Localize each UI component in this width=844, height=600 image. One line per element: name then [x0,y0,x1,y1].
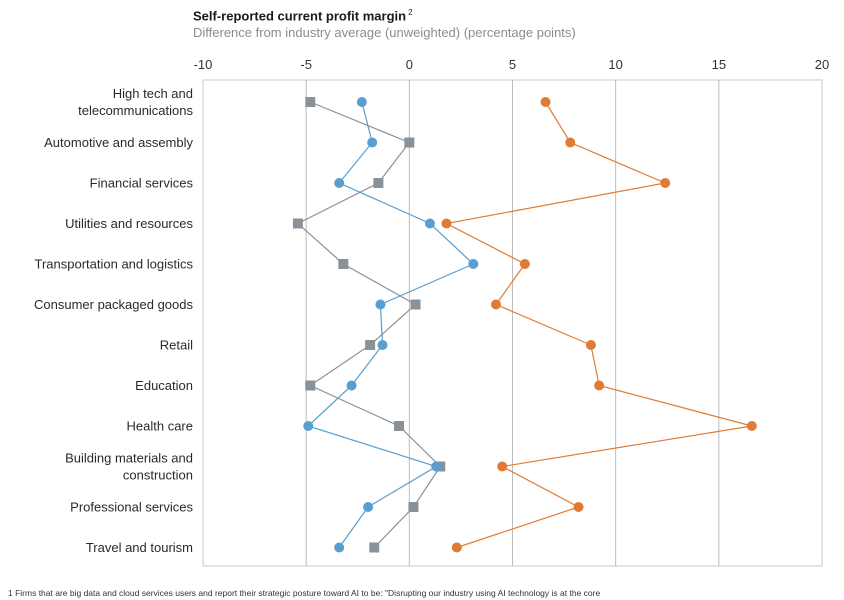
data-point-circle [441,218,452,229]
category-label: telecommunications [78,103,193,118]
data-point-square [365,340,376,350]
chart-title-text: Self-reported current profit margin [193,8,407,24]
data-point-circle [367,137,378,148]
data-point-square [404,137,415,148]
x-tick-label: -10 [194,57,213,72]
category-label: Education [135,378,193,393]
data-point-circle [490,299,501,310]
data-point-circle [468,259,479,269]
data-point-circle [334,542,345,553]
footnote: 1 Firms that are big data and cloud serv… [8,588,601,598]
chart-subtitle: Difference from industry average (unweig… [193,25,576,40]
data-point-circle [497,461,508,472]
data-point-circle [377,340,388,350]
data-point-square [292,218,303,229]
data-point-circle [573,502,584,512]
category-label: Health care [127,419,193,434]
title-superscript: 2 [408,8,413,17]
category-label: Travel and tourism [86,540,193,555]
category-label: Building materials and [65,451,193,466]
data-point-circle [346,380,357,391]
x-tick-label: 15 [712,57,726,72]
series-line [307,101,475,548]
data-point-circle [356,97,367,107]
data-point-circle [431,461,442,472]
data-point-circle [660,178,671,188]
data-point-square [338,259,349,269]
data-point-square [373,178,384,188]
category-label: Professional services [70,500,193,515]
data-point-circle [334,178,345,188]
data-point-square [305,380,316,391]
category-label: Automotive and assembly [44,135,193,150]
series-line [444,101,752,549]
data-point-circle [519,259,530,269]
category-label: Consumer packaged goods [34,297,193,312]
category-label: High tech and [113,86,193,101]
data-point-square [410,299,421,310]
x-tick-label: 5 [509,57,516,72]
data-point-circle [540,97,551,107]
category-label: Retail [160,338,193,353]
series-line [296,101,442,548]
data-point-circle [594,380,605,391]
data-point-circle [451,542,462,553]
data-point-circle [303,421,314,431]
category-label: Utilities and resources [65,216,193,231]
category-label: construction [123,468,193,483]
x-tick-label: -5 [300,57,312,72]
category-label: Financial services [90,176,194,191]
data-point-square [305,97,316,107]
data-point-circle [746,421,757,431]
data-point-circle [363,502,374,512]
x-tick-label: 0 [406,57,413,72]
chart-title: Self-reported current profit margin 2 [193,8,413,23]
data-point-square [408,502,419,512]
data-point-square [394,421,405,431]
data-point-circle [424,218,435,229]
data-point-circle [565,137,576,148]
data-point-circle [375,299,386,310]
x-tick-label: 10 [608,57,622,72]
data-point-square [369,542,380,553]
x-tick-label: 20 [815,57,829,72]
data-point-circle [585,340,596,350]
category-label: Transportation and logistics [35,257,194,272]
